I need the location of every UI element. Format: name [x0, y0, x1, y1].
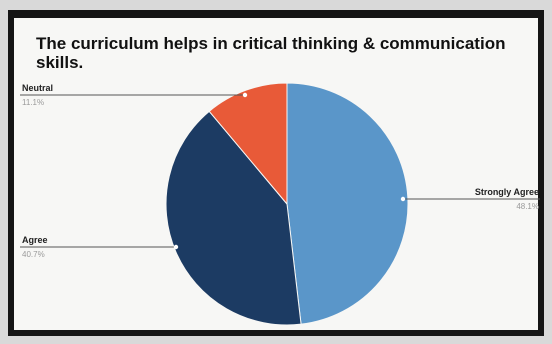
chart-title: The curriculum helps in critical thinkin…: [36, 34, 506, 72]
pie-slice-neutral: [208, 82, 288, 206]
pie-slice-agree: [165, 110, 302, 326]
slice-percent: 48.1%: [516, 202, 539, 211]
slice-percent: 11.1%: [22, 98, 44, 107]
slice-label: Agree: [22, 235, 48, 245]
leader-dot: [173, 244, 179, 250]
pie-slice-strongly-agree: [286, 82, 409, 325]
leader-dot: [242, 92, 248, 98]
leader-dot: [400, 196, 406, 202]
slice-percent: 40.7%: [22, 250, 45, 259]
slice-label: Strongly Agree: [475, 187, 539, 197]
slice-label: Neutral: [22, 83, 53, 93]
